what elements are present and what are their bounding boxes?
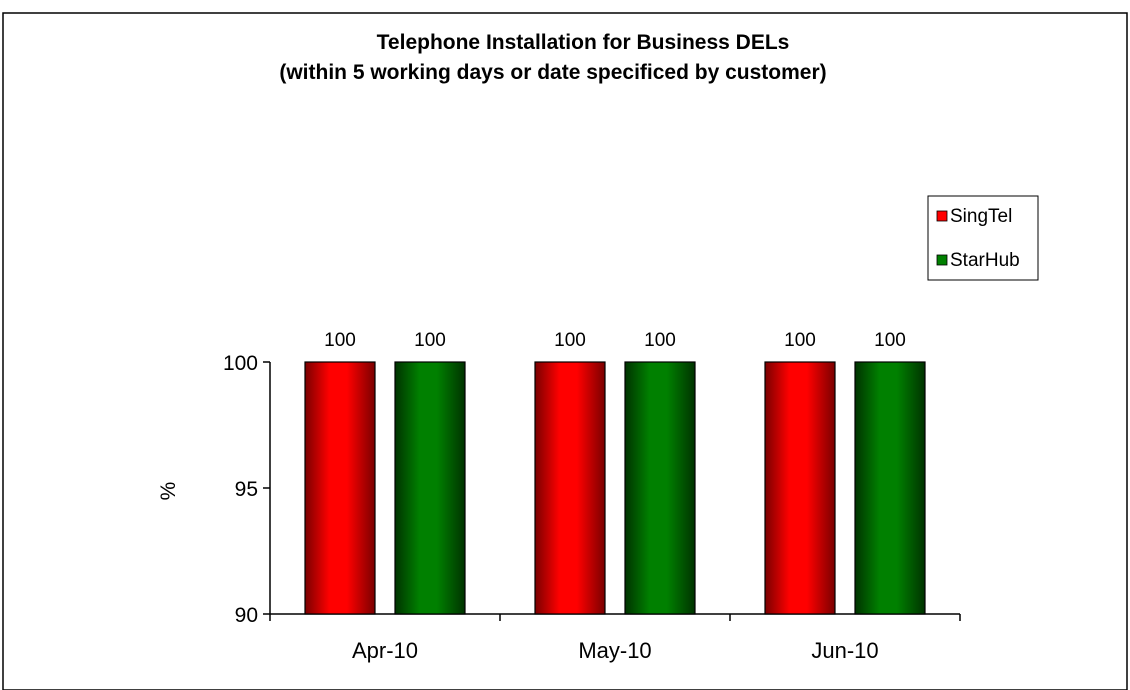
y-tick-label: 100 [223, 352, 258, 375]
bar-singtel-may-10 [534, 361, 606, 615]
y-tick-label: 95 [235, 478, 258, 501]
data-label: 100 [784, 330, 816, 351]
bar-starhub-apr-10 [394, 361, 466, 615]
y-axis-label: % [157, 482, 180, 501]
legend-label-starhub: StarHub [950, 250, 1020, 271]
data-label: 100 [554, 330, 586, 351]
chart-subtitle: (within 5 working days or date specifice… [279, 61, 826, 84]
legend-label-singtel: SingTel [950, 206, 1012, 227]
bar-singtel-jun-10 [764, 361, 836, 615]
legend-swatch-starhub [936, 254, 948, 266]
bar-singtel-apr-10 [304, 361, 376, 615]
bar-starhub-jun-10 [854, 361, 926, 615]
legend: SingTel StarHub [927, 195, 1039, 281]
data-label: 100 [644, 330, 676, 351]
x-tick-label: Apr-10 [352, 638, 418, 663]
data-label: 100 [414, 330, 446, 351]
x-tick-label: Jun-10 [811, 638, 878, 663]
legend-box [927, 195, 1039, 281]
y-tick-label: 90 [235, 604, 258, 627]
plot-area: 90 95 100 100 100 Apr-10 100 100 May-10 100 100 Jun… [223, 330, 961, 663]
legend-swatch-singtel [936, 210, 948, 222]
data-label: 100 [324, 330, 356, 351]
chart-title: Telephone Installation for Business DELs [377, 31, 790, 54]
bar-starhub-may-10 [624, 361, 696, 615]
data-label: 100 [874, 330, 906, 351]
x-tick-label: May-10 [578, 638, 651, 663]
